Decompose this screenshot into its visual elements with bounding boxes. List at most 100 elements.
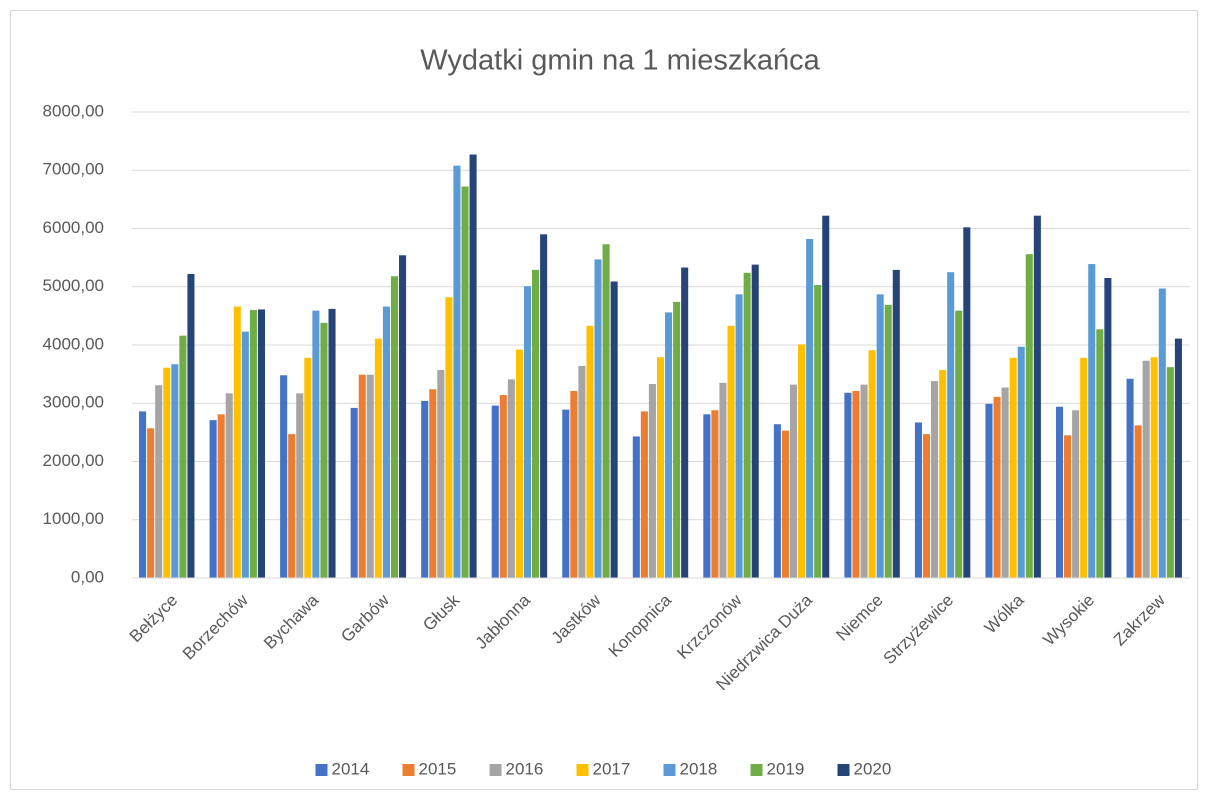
bar [461, 186, 469, 578]
bar [540, 234, 548, 578]
bar [499, 395, 507, 578]
bar [562, 409, 570, 578]
bar [288, 434, 296, 578]
bar [844, 392, 852, 578]
bar [523, 286, 532, 578]
bar [507, 379, 515, 578]
bar [798, 344, 806, 578]
bar [1096, 329, 1104, 578]
bar [789, 384, 798, 578]
legend-label: 2017 [593, 759, 631, 778]
bar [1134, 425, 1142, 578]
bar [719, 382, 727, 578]
bar [241, 331, 249, 578]
bar [179, 335, 187, 578]
bar [163, 367, 171, 578]
bar [711, 410, 719, 578]
bar [1150, 357, 1158, 578]
legend-swatch [663, 764, 676, 776]
bar [1158, 288, 1166, 578]
bar [727, 325, 735, 578]
bar [445, 297, 453, 578]
bar [703, 414, 711, 578]
bar [892, 269, 900, 578]
bar [139, 411, 147, 578]
bar [350, 407, 358, 578]
bar [656, 357, 665, 578]
bar [860, 384, 868, 578]
bar [1055, 406, 1064, 578]
legend-swatch [576, 764, 589, 776]
bar [743, 272, 751, 578]
bar [280, 375, 288, 578]
bar [632, 436, 640, 578]
bar [814, 285, 822, 578]
bar [985, 403, 993, 578]
bar [1126, 378, 1134, 578]
y-tick-label: 3000,00 [43, 393, 104, 412]
bar [515, 349, 523, 578]
bar [304, 357, 312, 578]
y-tick-label: 6000,00 [43, 218, 104, 237]
bar [822, 215, 830, 578]
bar [1088, 264, 1096, 578]
bar [673, 301, 681, 578]
y-tick-label: 8000,00 [43, 101, 104, 120]
bar [1033, 215, 1041, 578]
bar [437, 370, 445, 578]
bar [171, 364, 179, 578]
bar [187, 273, 195, 578]
legend-label: 2019 [767, 759, 805, 778]
bar [366, 374, 374, 578]
bar [594, 259, 602, 578]
bar [648, 384, 656, 578]
bar [578, 365, 586, 578]
bar [602, 244, 610, 579]
legend-swatch [489, 764, 502, 776]
y-tick-label: 0,00 [71, 567, 104, 586]
bar [570, 391, 578, 578]
bar [421, 400, 429, 578]
bar [751, 264, 759, 578]
bar [399, 255, 407, 579]
legend-swatch [837, 764, 850, 776]
bar [773, 424, 781, 578]
bar [1001, 387, 1009, 578]
bar [532, 269, 540, 578]
bar [1064, 435, 1072, 578]
bar [610, 281, 618, 578]
y-tick-label: 7000,00 [43, 160, 104, 179]
bar [217, 414, 225, 578]
legend-label: 2018 [680, 759, 718, 778]
legend-label: 2015 [419, 759, 457, 778]
bar [225, 393, 233, 578]
bar [993, 396, 1001, 578]
bar [947, 272, 955, 578]
bar [257, 309, 266, 578]
legend-swatch [402, 764, 415, 776]
bar [249, 310, 257, 578]
bar [155, 385, 163, 578]
legend-swatch [315, 764, 328, 776]
legend-label: 2020 [854, 759, 892, 778]
bar [374, 338, 382, 578]
bar [1142, 360, 1150, 578]
bar [358, 374, 366, 578]
bar [296, 393, 304, 578]
bar [806, 238, 814, 579]
bar [1166, 367, 1174, 578]
bar [491, 405, 499, 578]
y-tick-label: 4000,00 [43, 334, 104, 353]
bar [1025, 254, 1033, 578]
bar [233, 306, 241, 578]
bar [963, 227, 971, 578]
chart-title: Wydatki gmin na 1 mieszkańca [420, 45, 820, 77]
bar [1017, 346, 1025, 578]
bar [147, 428, 155, 578]
bar [640, 411, 648, 578]
bar [884, 304, 892, 578]
bar [681, 267, 689, 578]
bar [382, 306, 390, 578]
bar [469, 154, 477, 578]
y-tick-label: 1000,00 [43, 509, 104, 528]
